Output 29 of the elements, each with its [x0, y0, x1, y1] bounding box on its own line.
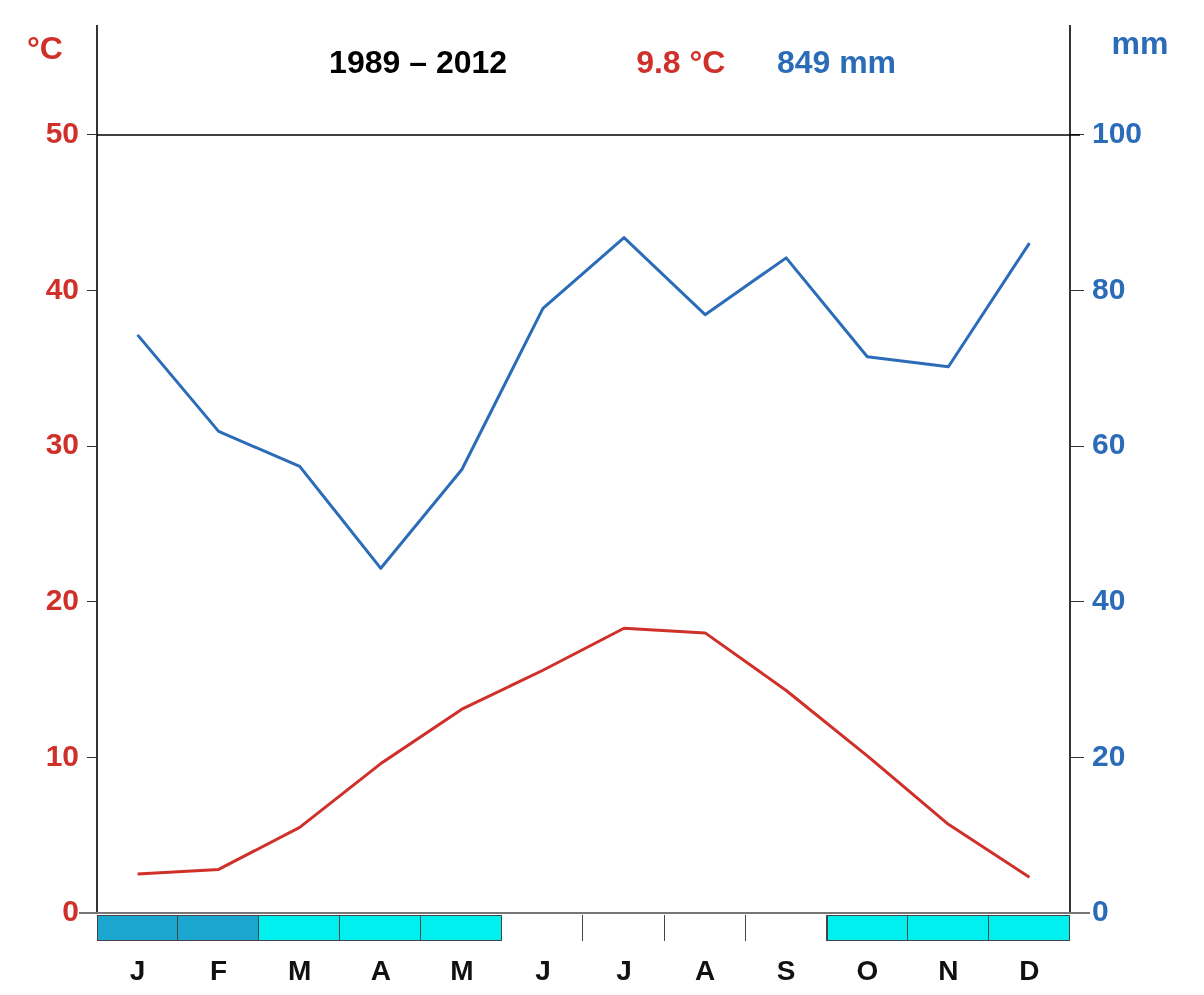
x-tick-label: D — [1019, 954, 1040, 986]
x-tick-label: O — [856, 954, 879, 986]
y-tick-label: 10 — [45, 738, 79, 772]
y-tick-label: 0 — [62, 894, 79, 928]
y2-tick-label: 100 — [1092, 116, 1143, 150]
annotation: 9.8 °C — [636, 43, 726, 80]
y-tick-label: 20 — [45, 583, 79, 617]
x-tick-label: M — [288, 954, 312, 986]
y2-tick-label: 0 — [1092, 894, 1109, 928]
x-tick-label: A — [370, 954, 391, 986]
x-tick-label: F — [210, 954, 228, 986]
y2-tick-label: 20 — [1092, 738, 1126, 772]
x-tick-label: M — [450, 954, 474, 986]
y2-tick-label: 80 — [1092, 271, 1126, 305]
x-tick-label: J — [616, 954, 632, 986]
y2-tick-label: 40 — [1092, 583, 1126, 617]
y2-tick-label: 60 — [1092, 427, 1126, 461]
y2-axis-title: mm — [1111, 24, 1169, 61]
x-tick-label: A — [695, 954, 716, 986]
y-axis-title: °C — [27, 29, 63, 66]
x-tick-label: N — [938, 954, 959, 986]
y-tick-label: 30 — [45, 427, 79, 461]
y-tick-label: 40 — [45, 271, 79, 305]
x-tick-label: S — [776, 954, 796, 986]
x-tick-label: J — [535, 954, 551, 986]
annotation: 849 mm — [776, 43, 897, 80]
y-tick-label: 50 — [45, 116, 79, 150]
annotation: 1989 – 2012 — [329, 43, 508, 80]
x-tick-label: J — [129, 954, 146, 986]
